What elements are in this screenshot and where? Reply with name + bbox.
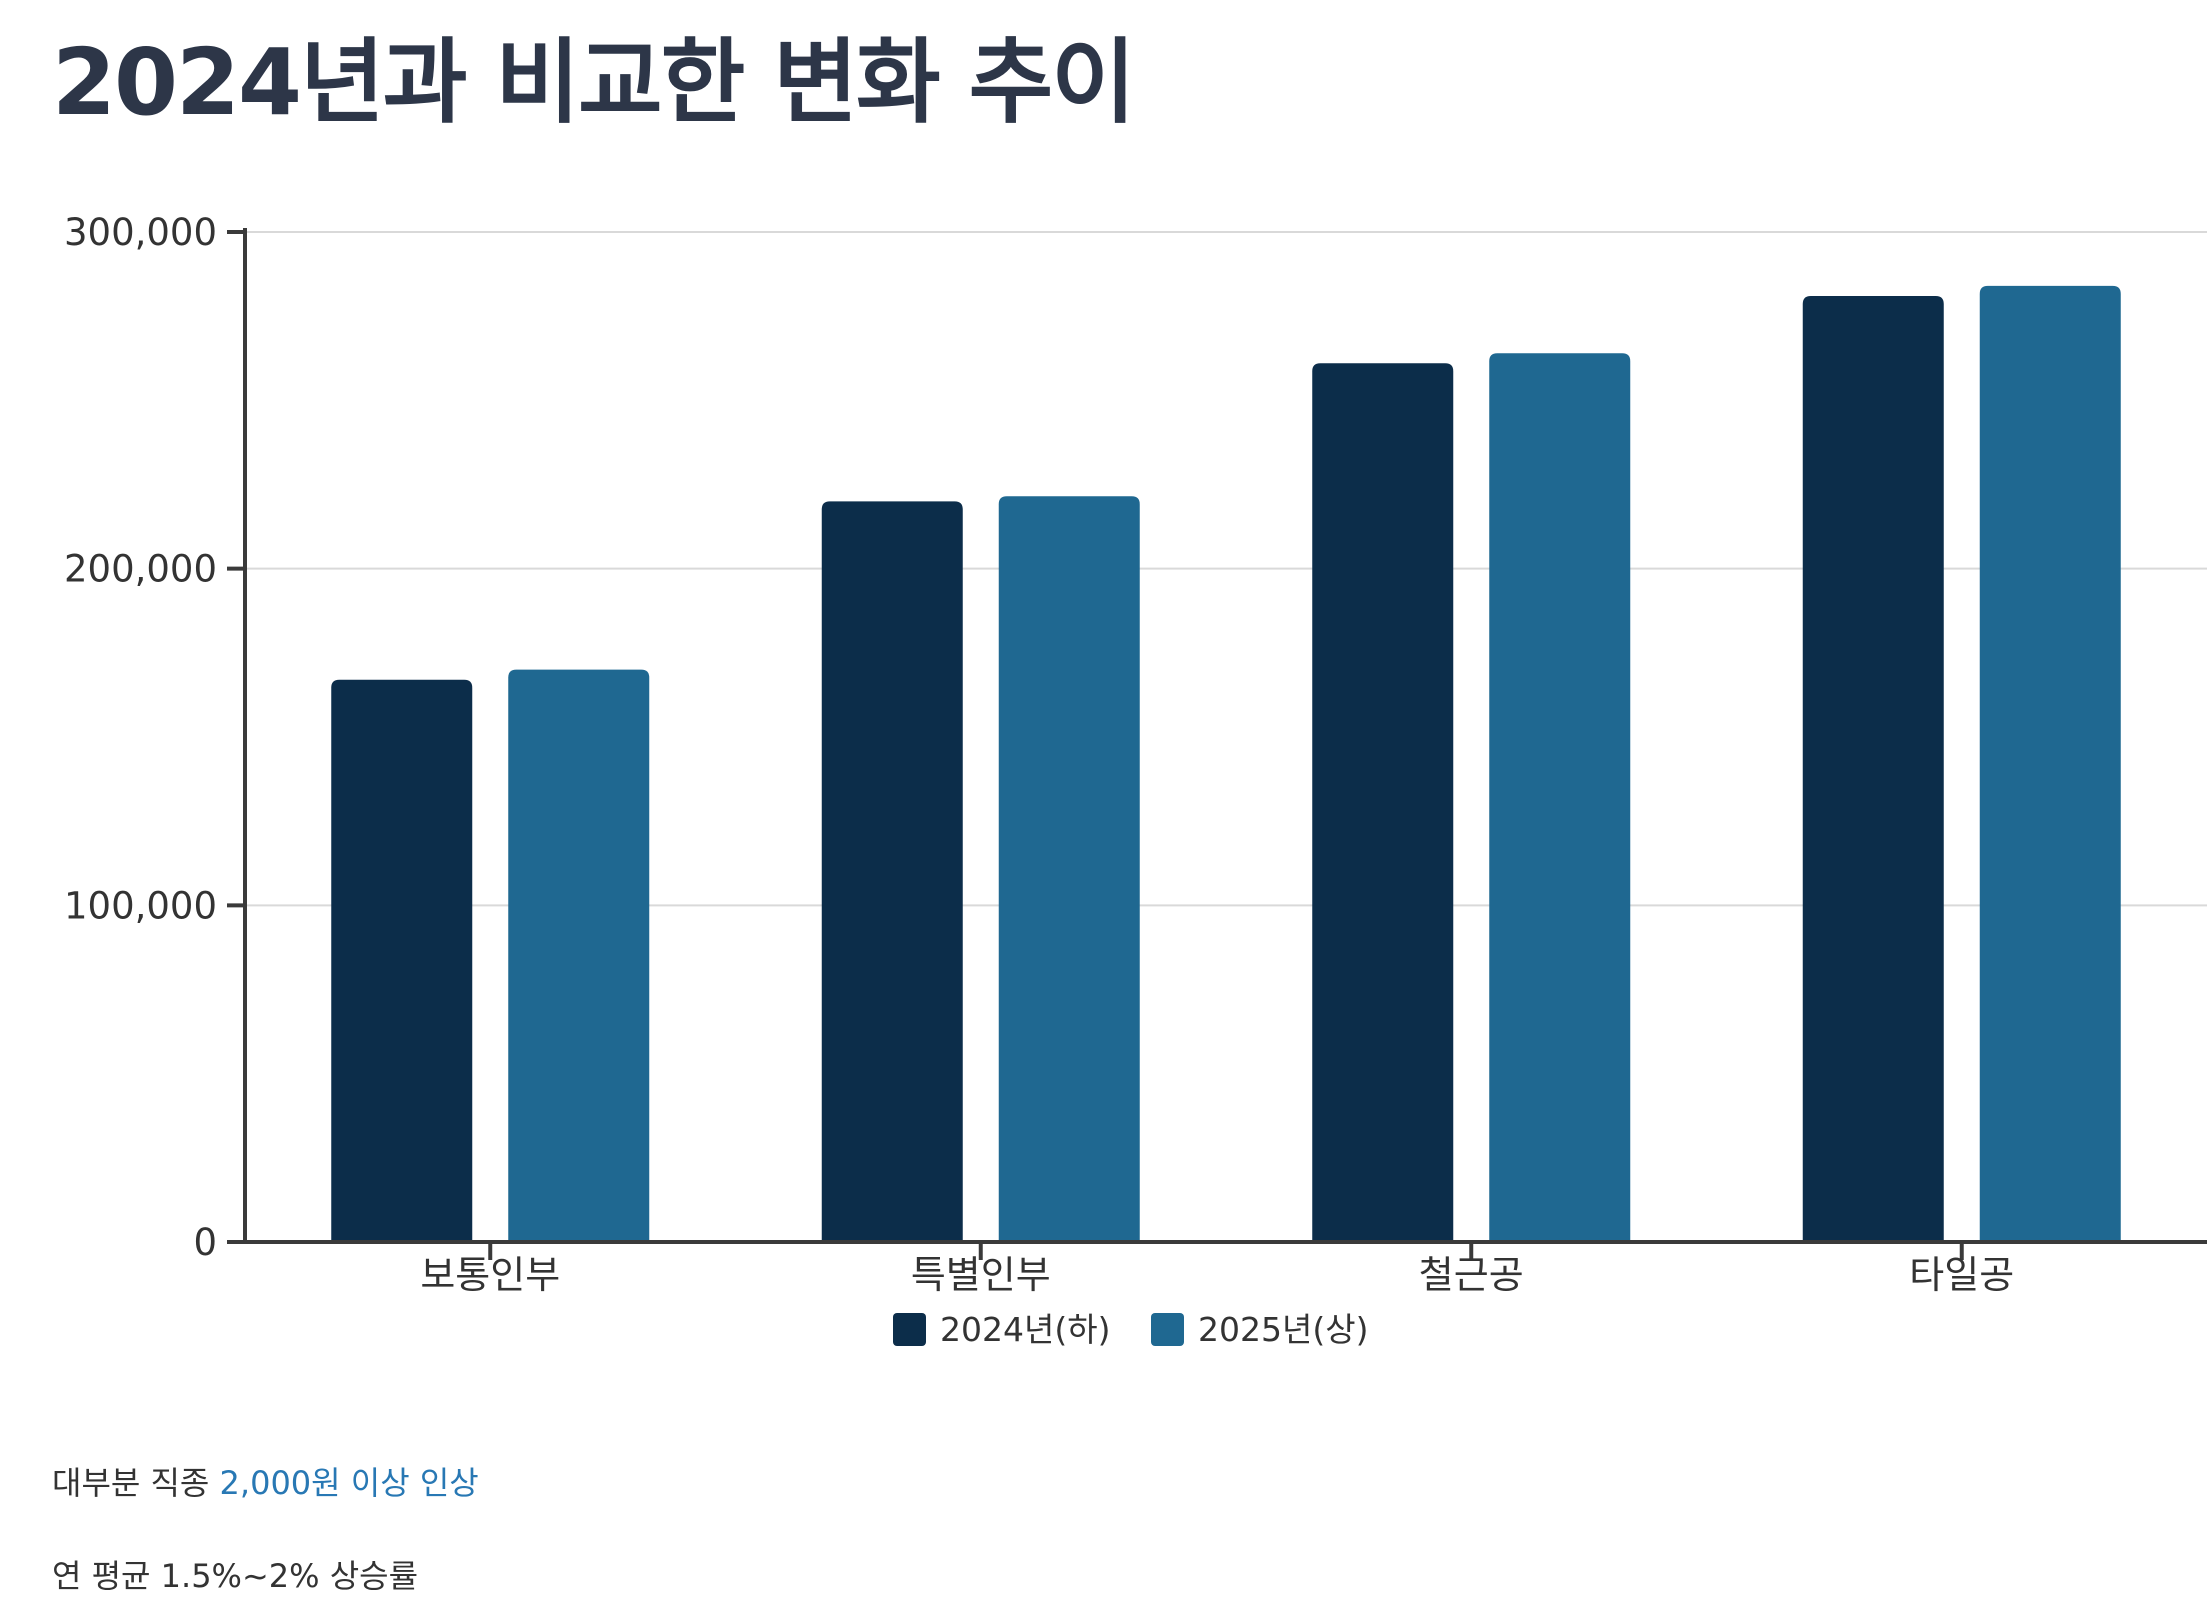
bar	[998, 496, 1140, 1242]
bar	[331, 679, 473, 1242]
bars	[331, 285, 2121, 1242]
y-tick-label: 0	[193, 1221, 217, 1264]
legend-label: 2024년(하)	[940, 1310, 1110, 1349]
legend-swatch	[893, 1313, 926, 1346]
axes	[243, 228, 2207, 1260]
legend: 2024년(하) 2025년(상)	[893, 1310, 1368, 1349]
x-category-label: 철근공	[1419, 1253, 1524, 1297]
x-category-label: 보통인부	[420, 1253, 560, 1297]
bar	[508, 669, 650, 1242]
note-average-rate: 연 평균 1.5%~2% 상승률	[52, 1557, 419, 1595]
note-increase: 대부분 직종 2,000원 이상 인상	[52, 1458, 479, 1504]
note-increase-highlight: 2,000원 이상 인상	[219, 1464, 479, 1502]
bar	[821, 501, 963, 1242]
note-increase-prefix: 대부분 직종	[52, 1464, 220, 1502]
y-tick-label: 200,000	[64, 548, 217, 591]
x-axis-categories: 보통인부 특별인부 철근공 타일공	[420, 1253, 2014, 1297]
legend-label: 2025년(상)	[1198, 1310, 1368, 1349]
page-title: 2024년과 비교한 변화 추이	[52, 29, 1136, 136]
y-tick-label: 300,000	[64, 211, 217, 254]
x-category-label: 특별인부	[911, 1253, 1051, 1297]
y-axis-ticks: 0 100,000 200,000 300,000	[64, 211, 245, 1264]
bar	[1802, 295, 1944, 1242]
y-tick-label: 100,000	[64, 884, 217, 927]
bar	[1489, 353, 1631, 1242]
bar	[1312, 363, 1454, 1242]
legend-swatch	[1151, 1313, 1184, 1346]
x-category-label: 타일공	[1909, 1253, 2014, 1297]
bar-chart: 0 100,000 200,000 300,000 보통인부 특별인부 철근공 타일공 20…	[64, 211, 2207, 1349]
bar	[1979, 285, 2121, 1242]
